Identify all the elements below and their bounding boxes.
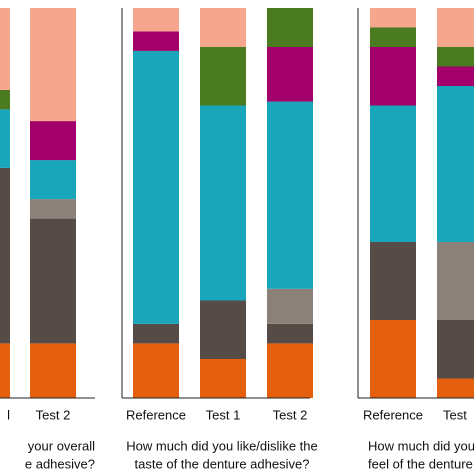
bar-segment [133, 31, 179, 51]
bar-segment [133, 50, 179, 324]
bar-segment [437, 86, 474, 242]
bar-segment [370, 320, 416, 398]
bar-segment [0, 343, 10, 398]
bar-segment [30, 343, 76, 398]
bar-segment [0, 109, 10, 168]
bar-segment [0, 8, 10, 90]
bar-segment [30, 218, 76, 344]
bar-segment [370, 8, 416, 28]
x-tick-label: Test 2 [273, 407, 308, 422]
bar-segment [0, 89, 10, 110]
x-axis-title: How much did you [368, 438, 474, 453]
bar-segment [437, 66, 474, 86]
bar-segment [133, 8, 179, 32]
bar-segment [200, 359, 246, 398]
bar-segment [267, 8, 313, 47]
bar-segment [437, 320, 474, 379]
bar-segment [437, 47, 474, 67]
x-axis-title: How much did you like/dislike the [126, 438, 317, 453]
bar-segment [370, 27, 416, 47]
bar-segment [267, 343, 313, 398]
bar-segment [30, 199, 76, 219]
x-tick-label: Reference [126, 407, 186, 422]
bar-segment [30, 160, 76, 200]
bar-segment [437, 378, 474, 398]
x-axis-title: e adhesive? [25, 456, 95, 471]
bar-segment [0, 167, 10, 344]
bar-segment [437, 242, 474, 320]
x-tick-label: Test [443, 407, 467, 422]
x-axis-title: your overall [28, 438, 95, 453]
bar-segment [267, 101, 313, 289]
bar-segment [267, 47, 313, 102]
bar-segment [200, 105, 246, 301]
bar-segment [30, 121, 76, 161]
bar-segment [200, 300, 246, 359]
bar-segment [30, 8, 76, 122]
x-axis-title: taste of the denture adhesive? [135, 456, 310, 471]
bar-segment [267, 288, 313, 324]
bar-segment [370, 242, 416, 320]
x-tick-label: Test 2 [36, 407, 71, 422]
bar-segment [200, 47, 246, 106]
bar-segment [370, 105, 416, 242]
bar-segment [133, 343, 179, 398]
x-tick-label: Test 1 [206, 407, 241, 422]
bar-segment [437, 8, 474, 47]
x-tick-label: Reference [363, 407, 423, 422]
bar-segment [370, 47, 416, 106]
bar-segment [133, 323, 179, 344]
x-axis-title: feel of the denture [368, 456, 473, 471]
bar-segment [267, 323, 313, 344]
bar-segment [200, 8, 246, 47]
x-tick-label: l [7, 407, 10, 422]
